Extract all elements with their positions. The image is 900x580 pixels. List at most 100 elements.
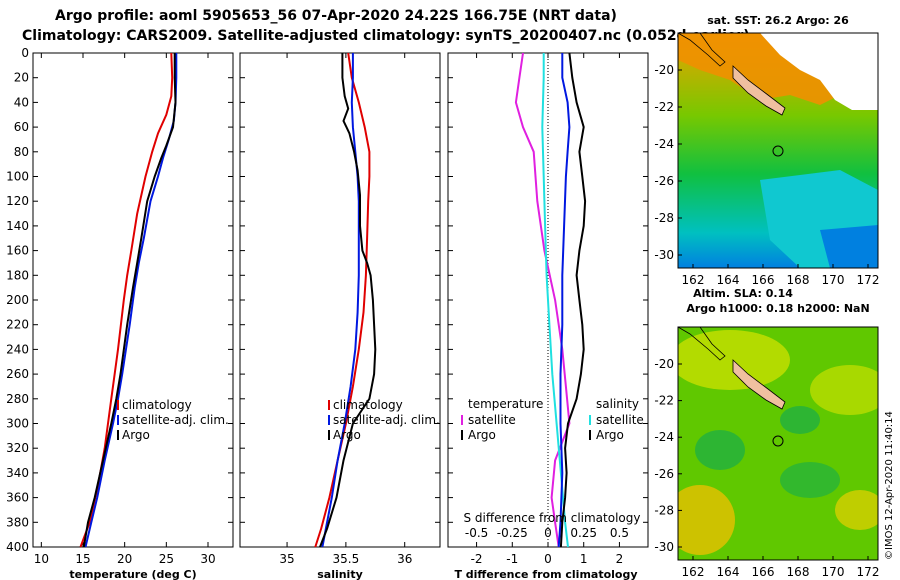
title-line-1: Argo profile: aoml 5905653_56 07-Apr-202…: [55, 8, 617, 24]
sst-map-frame: [677, 32, 879, 269]
series-satellite-adj-clim-: [321, 53, 360, 548]
depth-tick-label: 380: [6, 515, 29, 529]
sst-map: [678, 33, 878, 268]
legend-salinity-title: salinity: [596, 397, 639, 411]
depth-tick-label: 340: [6, 466, 29, 480]
sst-map-title: sat. SST: 26.2 Argo: 26: [707, 14, 849, 27]
argo-float-marker: [772, 435, 784, 447]
depth-tick-label: 220: [6, 318, 29, 332]
lat-tick-label: -24: [654, 430, 674, 444]
sla-map-frame: [677, 326, 879, 561]
new-caledonia-landmass: [732, 65, 786, 116]
lat-tick-label: -28: [654, 503, 674, 517]
x-tick-label: -2: [471, 552, 483, 566]
depth-tick-label: 400: [6, 540, 29, 554]
depth-tick-label: 280: [6, 392, 29, 406]
x-tick-label: 35: [279, 552, 294, 566]
lat-tick-label: -26: [654, 174, 674, 188]
lon-tick-label: 170: [822, 565, 845, 579]
depth-tick-label: 300: [6, 417, 29, 431]
temperature-legend: climatology satellite-adj. clim. Argo: [117, 398, 229, 442]
depth-tick-label: 60: [14, 120, 29, 134]
x-tick-label: 35.5: [333, 552, 360, 566]
s-tick-label: -0.25: [497, 526, 528, 540]
legend-temperature-title: temperature: [468, 397, 543, 411]
sla-high-region: [835, 490, 878, 530]
legend-satellite-label: satellite-adj. clim.: [122, 413, 229, 427]
legend-s-argo-swatch: [589, 430, 591, 440]
legend-satellite-swatch: [117, 415, 119, 425]
lat-tick-label: -26: [654, 467, 674, 481]
series-t-satellite-diff: [514, 52, 571, 548]
sla-map: [678, 327, 878, 560]
depth-tick-label: 320: [6, 441, 29, 455]
legend-argo-swatch: [328, 430, 330, 440]
depth-axis: 0 20 40 60 80 100 120 140 160 180 200 220 240 260 280 3…: [6, 46, 648, 554]
legend-climatology-swatch: [117, 400, 119, 410]
lon-tick-label: 168: [787, 273, 810, 287]
s-tick-label: 0: [544, 526, 552, 540]
lon-tick-label: 162: [682, 273, 705, 287]
legend-s-satellite-swatch: [589, 415, 591, 425]
x-tick-label: 1: [580, 552, 588, 566]
series-argo: [82, 53, 177, 548]
argo-float-marker: [772, 145, 784, 157]
lat-tick-label: -22: [654, 100, 674, 114]
salinity-xlabel: salinity: [317, 568, 363, 580]
cold-water-region: [820, 225, 878, 268]
lon-tick-label: 166: [752, 273, 775, 287]
series-s-argo-diff: [559, 52, 587, 548]
lat-tick-label: -24: [654, 137, 674, 151]
depth-tick-label: 80: [14, 145, 29, 159]
legend-s-argo-label: Argo: [596, 428, 624, 442]
x-tick-label: 0: [544, 552, 552, 566]
lon-tick-label: 170: [822, 273, 845, 287]
sla-map-axes: -20 -22 -24 -26 -28 -30 162 164 166 168 170 172: [654, 357, 879, 579]
new-caledonia-landmass: [732, 359, 786, 410]
s-tick-label: 0.5: [610, 526, 629, 540]
lon-tick-label: 172: [857, 273, 880, 287]
x-tick-label: -1: [506, 552, 518, 566]
depth-tick-label: 120: [6, 194, 29, 208]
x-tick-label: 10: [34, 552, 49, 566]
salinity-plot: 35 35.5 36: [279, 52, 412, 566]
temperature-diff-legend: temperature satellite Argo: [461, 397, 543, 442]
depth-tick-label: 200: [6, 293, 29, 307]
depth-tick-label: 260: [6, 367, 29, 381]
x-tick-label: 20: [117, 552, 132, 566]
temperature-plot: 10 15 20 25 30: [34, 52, 216, 566]
series-argo: [319, 53, 377, 548]
sla-map-title-1: Altim. SLA: 0.14: [693, 287, 793, 300]
lat-tick-label: -20: [654, 357, 674, 371]
x-tick-label: 30: [200, 552, 215, 566]
reef-outline: [678, 33, 726, 67]
lon-tick-label: 168: [787, 565, 810, 579]
series-t-argo-diff: [557, 53, 571, 548]
series-climatology: [79, 52, 174, 548]
sla-high-region: [810, 365, 878, 415]
legend-s-satellite-label: satellite: [596, 413, 644, 427]
salinity-legend: climatology satellite-adj. clim. Argo: [328, 398, 440, 442]
depth-tick-label: 20: [14, 71, 29, 85]
sla-high-region: [678, 330, 790, 390]
temperature-xlabel: temperature (deg C): [69, 568, 196, 580]
x-tick-label: 25: [159, 552, 174, 566]
x-tick-label: 15: [75, 552, 90, 566]
depth-tick-label: 0: [21, 46, 29, 60]
legend-climatology-label: climatology: [122, 398, 192, 412]
depth-tick-label: 180: [6, 268, 29, 282]
lat-tick-label: -22: [654, 394, 674, 408]
legend-argo-label: Argo: [122, 428, 150, 442]
legend-t-satellite-swatch: [461, 415, 463, 425]
lat-tick-label: -20: [654, 63, 674, 77]
legend-satellite-label: satellite-adj. clim.: [333, 413, 440, 427]
legend-argo-swatch: [117, 430, 119, 440]
sla-low-region: [780, 406, 820, 434]
legend-climatology-swatch: [328, 400, 330, 410]
depth-tick-label: 160: [6, 244, 29, 258]
lon-tick-label: 164: [717, 273, 740, 287]
depth-tick-label: 140: [6, 219, 29, 233]
depth-tick-label: 100: [6, 170, 29, 184]
legend-t-argo-swatch: [461, 430, 463, 440]
title-line-2: Climatology: CARS2009. Satellite-adjuste…: [22, 28, 750, 44]
